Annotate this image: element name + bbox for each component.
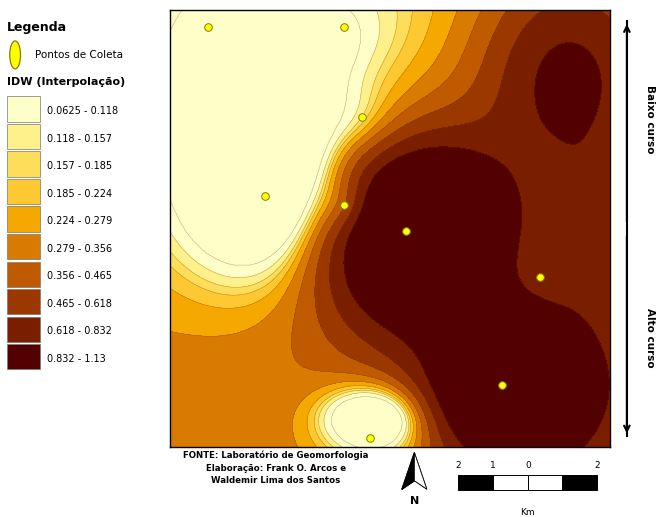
Bar [7,124,40,149]
Text: IDW (Interpolação): IDW (Interpolação) [7,77,125,87]
Text: FONTE: Laboratório de Geomorfologia
Elaboração: Frank O. Arcos e
Waldemir Lima d: FONTE: Laboratório de Geomorfologia Elab… [183,451,368,485]
Bar [528,475,562,491]
Text: 2: 2 [594,461,600,470]
Bar [7,262,40,287]
Point [497,381,508,389]
Text: 0.279 - 0.356: 0.279 - 0.356 [47,244,112,254]
Point [259,192,270,200]
Point [534,272,545,281]
Bar [7,234,40,260]
Point [365,434,376,443]
Bar [7,206,40,232]
Point [400,227,411,235]
Text: 0.832 - 1.13: 0.832 - 1.13 [47,354,106,364]
Point [339,201,350,209]
Text: 0.224 - 0.279: 0.224 - 0.279 [47,216,112,226]
Point [356,113,367,121]
Text: Baixo curso: Baixo curso [645,85,655,154]
Text: Alto curso: Alto curso [645,308,655,368]
Text: 0.618 - 0.832: 0.618 - 0.832 [47,326,112,337]
Text: 0.0625 - 0.118: 0.0625 - 0.118 [47,107,118,116]
Polygon shape [414,453,427,489]
Text: 0.356 - 0.465: 0.356 - 0.465 [47,271,112,281]
Bar [458,475,493,491]
Point [202,23,213,31]
Text: N: N [410,496,419,506]
Bar [7,96,40,121]
Text: 0: 0 [525,461,531,470]
Text: 0.465 - 0.618: 0.465 - 0.618 [47,299,112,309]
Bar [7,344,40,370]
Text: 0.157 - 0.185: 0.157 - 0.185 [47,161,112,171]
Text: 0.118 - 0.157: 0.118 - 0.157 [47,134,112,144]
Text: Legenda: Legenda [7,21,67,34]
Bar [7,179,40,204]
Polygon shape [402,453,414,489]
Bar [7,151,40,177]
Point [339,23,350,31]
Text: Pontos de Coleta: Pontos de Coleta [35,50,123,60]
Bar [7,289,40,314]
Bar [562,475,597,491]
Text: 0.185 - 0.224: 0.185 - 0.224 [47,189,112,199]
Bar [493,475,528,491]
Bar [7,316,40,342]
Text: Km: Km [520,508,535,517]
Text: 1: 1 [490,461,496,470]
Circle shape [10,41,21,69]
Text: 2: 2 [456,461,462,470]
